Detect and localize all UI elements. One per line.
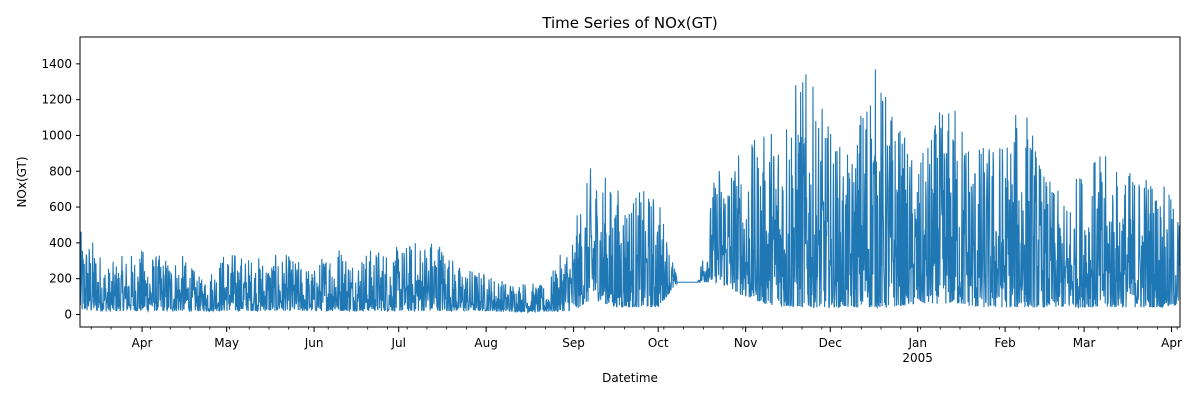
x-tick-label: Aug [474,336,497,350]
x-axis: Apr May Jun Jul Aug Sep Oct Nov Dec Jan Feb Mar Apr 2… [90,327,1182,365]
y-axis-label: NOx(GT) [15,156,29,207]
chart-title: Time Series of NOx(GT) [541,14,717,32]
x-tick-label: Jul [390,336,405,350]
x-tick-label: Oct [648,336,669,350]
x-tick-label: Apr [132,336,153,350]
y-tick-label: 400 [49,236,72,250]
x-tick-label: Dec [819,336,842,350]
x-axis-label: Datetime [602,371,658,385]
x-tick-label: Mar [1073,336,1096,350]
x-tick-label: Apr [1161,336,1182,350]
x-tick-label: Sep [562,336,585,350]
x-tick-label: Jun [304,336,324,350]
x-tick-label: Feb [995,336,1016,350]
y-tick-label: 1000 [41,128,72,142]
y-axis: 0 200 400 600 800 1000 1200 1400 [41,57,80,321]
y-tick-label: 1200 [41,93,72,107]
y-tick-label: 600 [49,200,72,214]
plot-frame [79,36,1181,328]
y-tick-label: 200 [49,272,72,286]
y-tick-label: 800 [49,164,72,178]
y-tick-label: 0 [64,307,72,321]
year-label: 2005 [902,351,933,365]
x-tick-label: Nov [734,336,757,350]
series-layer [79,69,1181,314]
y-tick-label: 1400 [41,57,72,71]
series-line [79,69,1181,314]
x-tick-label: Jan [907,336,927,350]
x-tick-label: May [214,336,239,350]
